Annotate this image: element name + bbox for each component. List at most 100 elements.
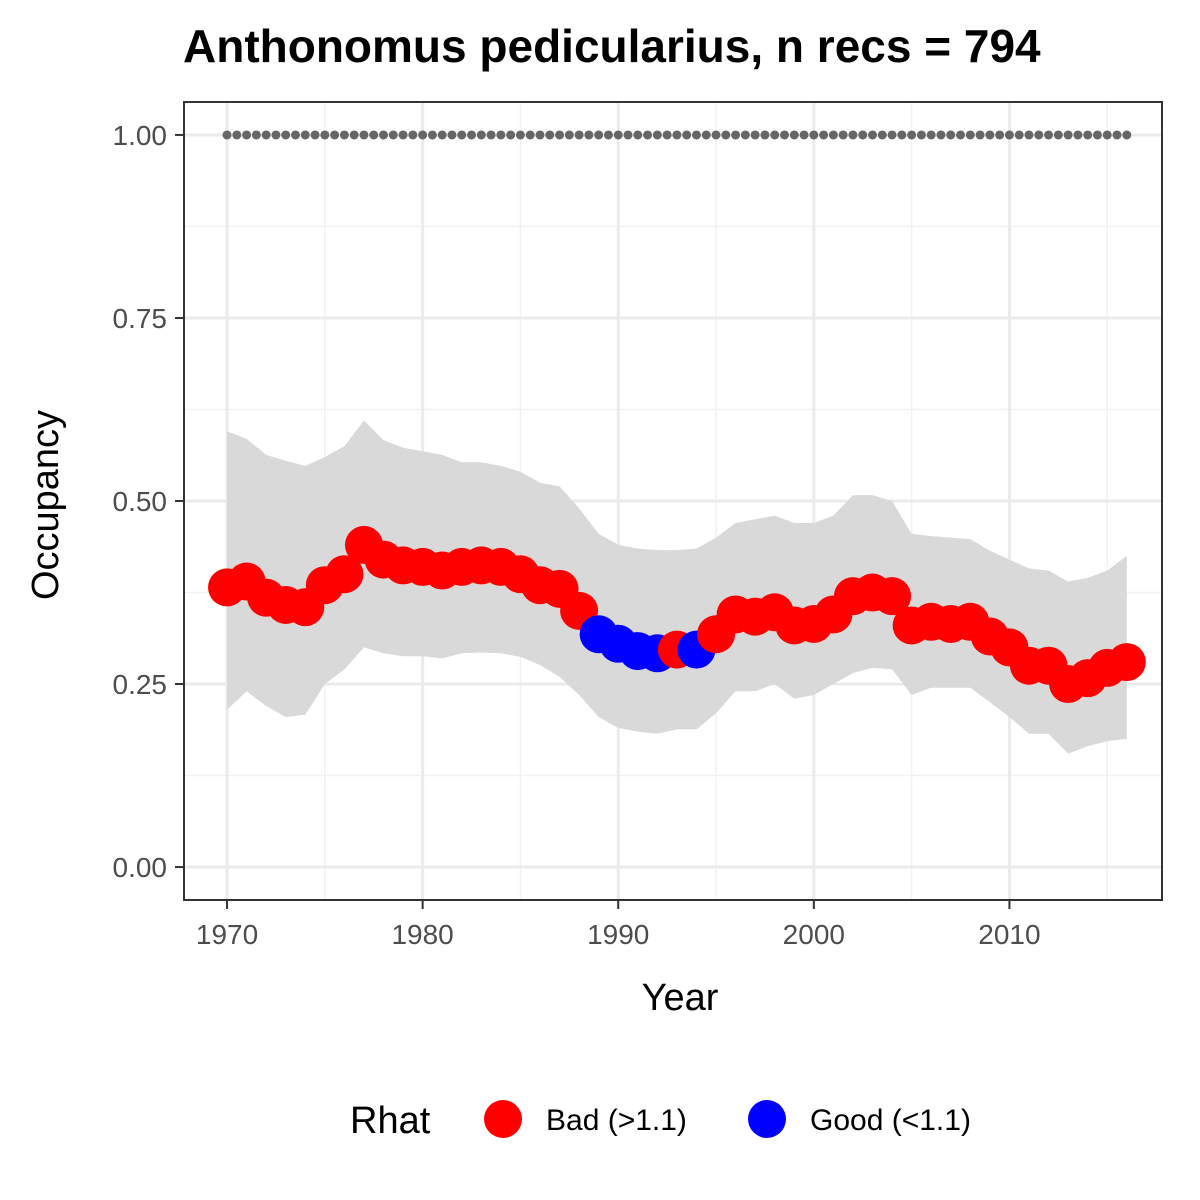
- legend-key-good: [748, 1100, 786, 1138]
- reference-dot: [858, 130, 868, 140]
- confidence-ribbon: [227, 420, 1127, 754]
- reference-dot: [603, 130, 613, 140]
- reference-dot: [975, 130, 985, 140]
- legend: Rhat Bad (>1.1) Good (<1.1): [350, 1100, 971, 1142]
- x-tick-label: 1970: [196, 919, 258, 950]
- confidence-ribbon-layer: [227, 420, 1127, 754]
- legend-label-bad: Bad (>1.1): [546, 1104, 687, 1137]
- reference-dot: [672, 130, 682, 140]
- reference-dot: [467, 130, 477, 140]
- reference-dot: [828, 130, 838, 140]
- reference-dot: [701, 130, 711, 140]
- reference-dot: [222, 130, 232, 140]
- reference-dot: [261, 130, 271, 140]
- reference-dot: [1004, 130, 1014, 140]
- reference-dot: [721, 130, 731, 140]
- x-tick-label: 2010: [978, 919, 1040, 950]
- occupancy-point-2004: [873, 577, 912, 616]
- reference-dot: [1083, 130, 1093, 140]
- y-axis-title: Occupancy: [25, 410, 67, 600]
- reference-dot: [848, 130, 858, 140]
- reference-dot: [819, 130, 829, 140]
- reference-dot: [1063, 130, 1073, 140]
- reference-dot: [584, 130, 594, 140]
- reference-dot: [731, 130, 741, 140]
- occupancy-point-2016: [1107, 643, 1146, 682]
- reference-dot: [740, 130, 750, 140]
- reference-dot: [349, 130, 359, 140]
- reference-dot: [789, 130, 799, 140]
- reference-dot: [496, 130, 506, 140]
- reference-dot: [359, 130, 369, 140]
- reference-dot: [437, 130, 447, 140]
- reference-dot: [956, 130, 966, 140]
- reference-dot: [232, 130, 242, 140]
- reference-dot: [388, 130, 398, 140]
- y-tick-label: 0.75: [113, 303, 168, 334]
- reference-dot: [691, 130, 701, 140]
- reference-dot: [760, 130, 770, 140]
- x-tick-label: 2000: [783, 919, 845, 950]
- reference-line-layer: [222, 130, 1132, 140]
- reference-dot: [1092, 130, 1102, 140]
- reference-dot: [427, 130, 437, 140]
- y-tick-label: 0.25: [113, 669, 168, 700]
- reference-dot: [623, 130, 633, 140]
- reference-dot: [770, 130, 780, 140]
- reference-dot: [643, 130, 653, 140]
- reference-dot: [926, 130, 936, 140]
- reference-dot: [897, 130, 907, 140]
- reference-dot: [242, 130, 252, 140]
- reference-dot: [985, 130, 995, 140]
- reference-dot: [339, 130, 349, 140]
- reference-dot: [447, 130, 457, 140]
- x-axis-title: Year: [642, 977, 719, 1019]
- reference-dot: [613, 130, 623, 140]
- occupancy-point-1976: [325, 555, 364, 594]
- reference-dot: [1102, 130, 1112, 140]
- reference-dot: [1044, 130, 1054, 140]
- reference-dot: [936, 130, 946, 140]
- reference-dot: [476, 130, 486, 140]
- reference-dot: [535, 130, 545, 140]
- axes: 0.00 0.25 0.50 0.75 1.00 1970 1980 1990 2000 2010: [113, 120, 1041, 950]
- reference-dot: [995, 130, 1005, 140]
- reference-dot: [652, 130, 662, 140]
- reference-dot: [907, 130, 917, 140]
- reference-dot: [525, 130, 535, 140]
- reference-dot: [750, 130, 760, 140]
- reference-dot: [271, 130, 281, 140]
- reference-dot: [398, 130, 408, 140]
- legend-title: Rhat: [350, 1100, 431, 1142]
- reference-dot: [1014, 130, 1024, 140]
- reference-dot: [711, 130, 721, 140]
- reference-dot: [251, 130, 261, 140]
- reference-dot: [877, 130, 887, 140]
- reference-dot: [369, 130, 379, 140]
- legend-key-bad: [484, 1100, 522, 1138]
- reference-dot: [946, 130, 956, 140]
- reference-dot: [1053, 130, 1063, 140]
- reference-dot: [515, 130, 525, 140]
- reference-dot: [868, 130, 878, 140]
- reference-dot: [633, 130, 643, 140]
- reference-dot: [662, 130, 672, 140]
- reference-dot: [799, 130, 809, 140]
- reference-dot: [965, 130, 975, 140]
- reference-dot: [379, 130, 389, 140]
- reference-dot: [457, 130, 467, 140]
- reference-dot: [916, 130, 926, 140]
- legend-label-good: Good (<1.1): [810, 1104, 971, 1137]
- reference-dot: [300, 130, 310, 140]
- reference-dot: [555, 130, 565, 140]
- reference-dot: [418, 130, 428, 140]
- y-tick-label: 1.00: [113, 120, 168, 151]
- reference-dot: [809, 130, 819, 140]
- x-tick-label: 1980: [391, 919, 453, 950]
- reference-dot: [310, 130, 320, 140]
- reference-dot: [1024, 130, 1034, 140]
- reference-dot: [838, 130, 848, 140]
- reference-dot: [1034, 130, 1044, 140]
- reference-dot: [594, 130, 604, 140]
